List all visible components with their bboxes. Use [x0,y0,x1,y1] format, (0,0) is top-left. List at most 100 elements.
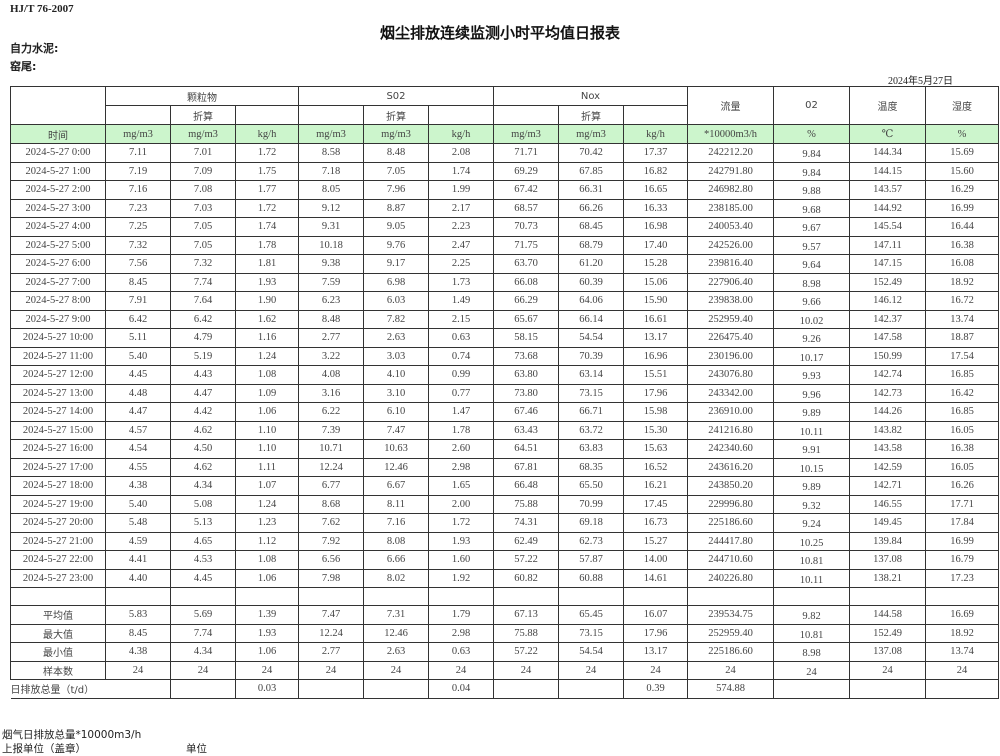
value-cell: 6.42 [170,309,236,329]
value-cell: 54.54 [558,642,624,662]
value-cell: 1.06 [235,402,299,422]
daily-total-cell: 574.88 [687,679,774,699]
header-so2-converted: 折算 [363,105,429,125]
value-cell: 5.19 [170,346,236,366]
value-cell: 24 [849,660,926,680]
table-row: 2024-5-27 2:00 7.16 7.08 1.77 8.05 7.96 1.99 67… [10,180,999,200]
value-cell: 2.23 [428,217,494,237]
value-cell: 252959.40 [687,623,774,643]
value-cell: 5.40 [105,494,171,514]
blank-header-cell [10,86,106,125]
value-cell: 9.66 [773,291,850,311]
value-cell: 9.68 [773,198,850,218]
value-cell: 2.77 [298,328,364,348]
value-cell: 1.23 [235,513,299,533]
value-cell: 1.72 [428,513,494,533]
value-cell: 1.79 [428,605,494,625]
value-cell: 14.00 [623,550,688,570]
stat-label-cell: 最小值 [10,642,106,662]
value-cell: 17.54 [925,346,999,366]
value-cell: 73.68 [493,346,559,366]
value-cell: 67.46 [493,402,559,422]
value-cell: 69.18 [558,513,624,533]
value-cell: 1.11 [235,457,299,477]
time-cell: 2024-5-27 4:00 [10,217,106,237]
value-cell: 244710.60 [687,550,774,570]
value-cell: 229996.80 [687,494,774,514]
value-cell: 63.70 [493,254,559,274]
report-table: 颗粒物 S02 Nox 流量 02 温度 湿度 折算 折算 折算 时间 mg/m… [10,86,999,699]
value-cell: 8.05 [298,180,364,200]
reporting-unit-label: 上报单位（盖章） [2,743,86,755]
value-cell: 1.06 [235,568,299,588]
value-cell: 0.63 [428,328,494,348]
unit-cell: mg/m3 [170,124,236,144]
empty-cell [849,587,926,606]
value-cell: 144.26 [849,402,926,422]
value-cell: 9.31 [298,217,364,237]
time-cell: 2024-5-27 11:00 [10,346,106,366]
value-cell: 7.62 [298,513,364,533]
value-cell: 8.48 [298,309,364,329]
value-cell: 63.72 [558,420,624,440]
value-cell: 4.34 [170,642,236,662]
value-cell: 63.83 [558,439,624,459]
value-cell: 1.75 [235,161,299,181]
value-cell: 6.22 [298,402,364,422]
value-cell: 146.12 [849,291,926,311]
value-cell: 152.49 [849,272,926,292]
value-cell: 18.92 [925,623,999,643]
value-cell: 73.15 [558,383,624,403]
value-cell: 16.05 [925,420,999,440]
blank-sub-cell [105,105,171,125]
unit-cell: % [925,124,999,144]
value-cell: 8.02 [363,568,429,588]
value-cell: 7.03 [170,198,236,218]
value-cell: 7.16 [363,513,429,533]
value-cell: 66.48 [493,476,559,496]
table-row: 2024-5-27 15:00 4.57 4.62 1.10 7.39 7.47 1.78 6… [10,420,999,440]
value-cell: 8.68 [298,494,364,514]
value-cell: 142.71 [849,476,926,496]
time-cell: 2024-5-27 1:00 [10,161,106,181]
empty-cell [687,587,774,606]
value-cell: 24 [298,660,364,680]
value-cell: 7.32 [105,235,171,255]
value-cell: 60.88 [558,568,624,588]
value-cell: 1.65 [428,476,494,496]
time-cell: 2024-5-27 21:00 [10,531,106,551]
value-cell: 142.74 [849,365,926,385]
value-cell: 7.25 [105,217,171,237]
value-cell: 0.77 [428,383,494,403]
kiln-label: 窑尾: [10,60,37,73]
value-cell: 1.93 [235,623,299,643]
value-cell: 4.57 [105,420,171,440]
value-cell: 1.09 [235,383,299,403]
value-cell: 1.90 [235,291,299,311]
table-row: 2024-5-27 0:00 7.11 7.01 1.72 8.58 8.48 2.08 71… [10,143,999,163]
time-cell: 2024-5-27 16:00 [10,439,106,459]
value-cell: 1.39 [235,605,299,625]
value-cell: 71.75 [493,235,559,255]
value-cell: 2.63 [363,328,429,348]
value-cell: 227906.40 [687,272,774,292]
value-cell: 16.52 [623,457,688,477]
value-cell: 230196.00 [687,346,774,366]
value-cell: 226475.40 [687,328,774,348]
value-cell: 75.88 [493,494,559,514]
value-cell: 12.46 [363,457,429,477]
value-cell: 69.29 [493,161,559,181]
time-cell: 2024-5-27 15:00 [10,420,106,440]
value-cell: 9.38 [298,254,364,274]
value-cell: 1.10 [235,420,299,440]
value-cell: 16.73 [623,513,688,533]
value-cell: 4.55 [105,457,171,477]
value-cell: 16.05 [925,457,999,477]
value-cell: 6.10 [363,402,429,422]
value-cell: 4.41 [105,550,171,570]
value-cell: 66.26 [558,198,624,218]
value-cell: 225186.60 [687,513,774,533]
value-cell: 243342.00 [687,383,774,403]
header-nox: Nox [493,86,688,106]
value-cell: 67.13 [493,605,559,625]
